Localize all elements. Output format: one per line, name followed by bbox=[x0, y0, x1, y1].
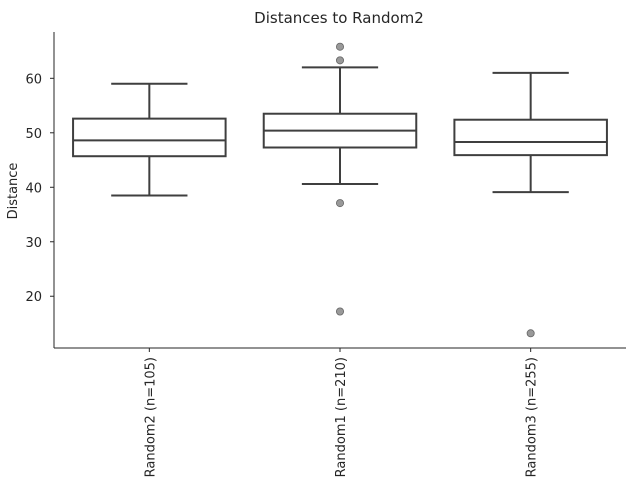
y-tick-label: 60 bbox=[25, 72, 42, 87]
y-tick-label: 30 bbox=[25, 236, 42, 251]
outlier-point bbox=[335, 307, 344, 316]
outlier-point bbox=[335, 56, 344, 65]
chart-title: Distances to Random2 bbox=[254, 9, 424, 27]
y-tick-label: 40 bbox=[25, 181, 42, 196]
x-tick-label: Random1 (n=210) bbox=[334, 357, 349, 477]
iqr-box bbox=[453, 118, 608, 157]
outlier-point bbox=[526, 329, 535, 338]
y-tick-label: 20 bbox=[25, 290, 42, 305]
outlier-point bbox=[335, 42, 344, 51]
iqr-box bbox=[72, 117, 227, 158]
y-tick-label: 50 bbox=[25, 127, 42, 142]
y-axis-label: Distance bbox=[6, 163, 21, 220]
x-tick-label: Random2 (n=105) bbox=[143, 357, 158, 477]
outlier-point bbox=[335, 199, 344, 208]
chart-marks: 20 30 40 50 60 Random2 (n=105) Random1 (n=210)… bbox=[25, 42, 608, 477]
x-tick-label: Random3 (n=255) bbox=[525, 357, 540, 477]
